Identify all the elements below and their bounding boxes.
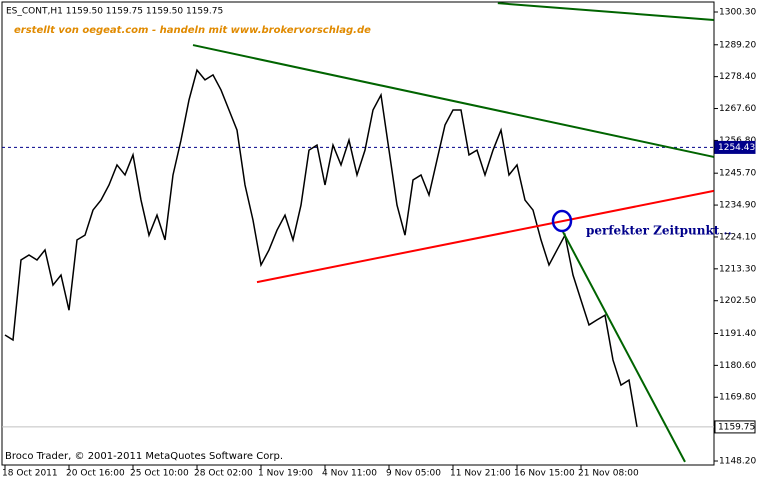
x-tick-label: 28 Oct 02:00 <box>194 469 253 479</box>
footer: Broco Trader, © 2001-2011 MetaQuotes Sof… <box>5 451 283 462</box>
y-tick-label: 1202.50 <box>719 296 756 306</box>
annotation: perfekter Zeitpunkt .. <box>586 224 732 238</box>
trendline <box>562 231 686 463</box>
price-line <box>4 68 638 428</box>
highlight-circle <box>551 209 573 233</box>
chart-header: ES_CONT,H1 1159.50 1159.75 1159.50 1159.… <box>6 7 223 17</box>
y-tick-label: 1289.20 <box>719 40 756 50</box>
x-tick-label: 16 Nov 15:00 <box>514 469 575 479</box>
trendline <box>192 44 714 158</box>
level-label: 1254.43 <box>718 143 755 153</box>
y-tick-label: 1267.60 <box>719 104 756 114</box>
y-tick-label: 1300.30 <box>719 8 756 18</box>
x-tick-label: 9 Nov 05:00 <box>386 469 441 479</box>
y-tick-label: 1191.40 <box>719 329 756 339</box>
x-tick-label: 1 Nov 19:00 <box>258 469 313 479</box>
y-tick-label: 1148.20 <box>719 457 756 467</box>
y-tick-label: 1234.90 <box>719 201 756 211</box>
level-label: 1159.75 <box>718 422 755 432</box>
trendline <box>497 2 714 21</box>
x-tick-label: 18 Oct 2011 <box>2 469 58 479</box>
x-tick-label: 4 Nov 11:00 <box>322 469 377 479</box>
x-tick-label: 21 Nov 08:00 <box>578 469 639 479</box>
level-label-box <box>714 420 756 434</box>
plot-frame <box>1 1 715 466</box>
y-tick-label: 1213.30 <box>719 264 756 274</box>
x-tick-label: 20 Oct 16:00 <box>66 469 125 479</box>
y-tick-label: 1224.10 <box>719 232 756 242</box>
y-tick-label: 1169.80 <box>719 393 756 403</box>
x-tick-label: 11 Nov 21:00 <box>450 469 511 479</box>
x-tick-label: 25 Oct 10:00 <box>130 469 189 479</box>
y-tick-label: 1180.60 <box>719 361 756 371</box>
y-tick-label: 1245.70 <box>719 169 756 179</box>
subtitle: erstellt von oegeat.com - handeln mit ww… <box>14 25 371 36</box>
y-tick-label: 1278.40 <box>719 72 756 82</box>
trendline <box>256 189 714 284</box>
level-label-box <box>714 140 756 154</box>
